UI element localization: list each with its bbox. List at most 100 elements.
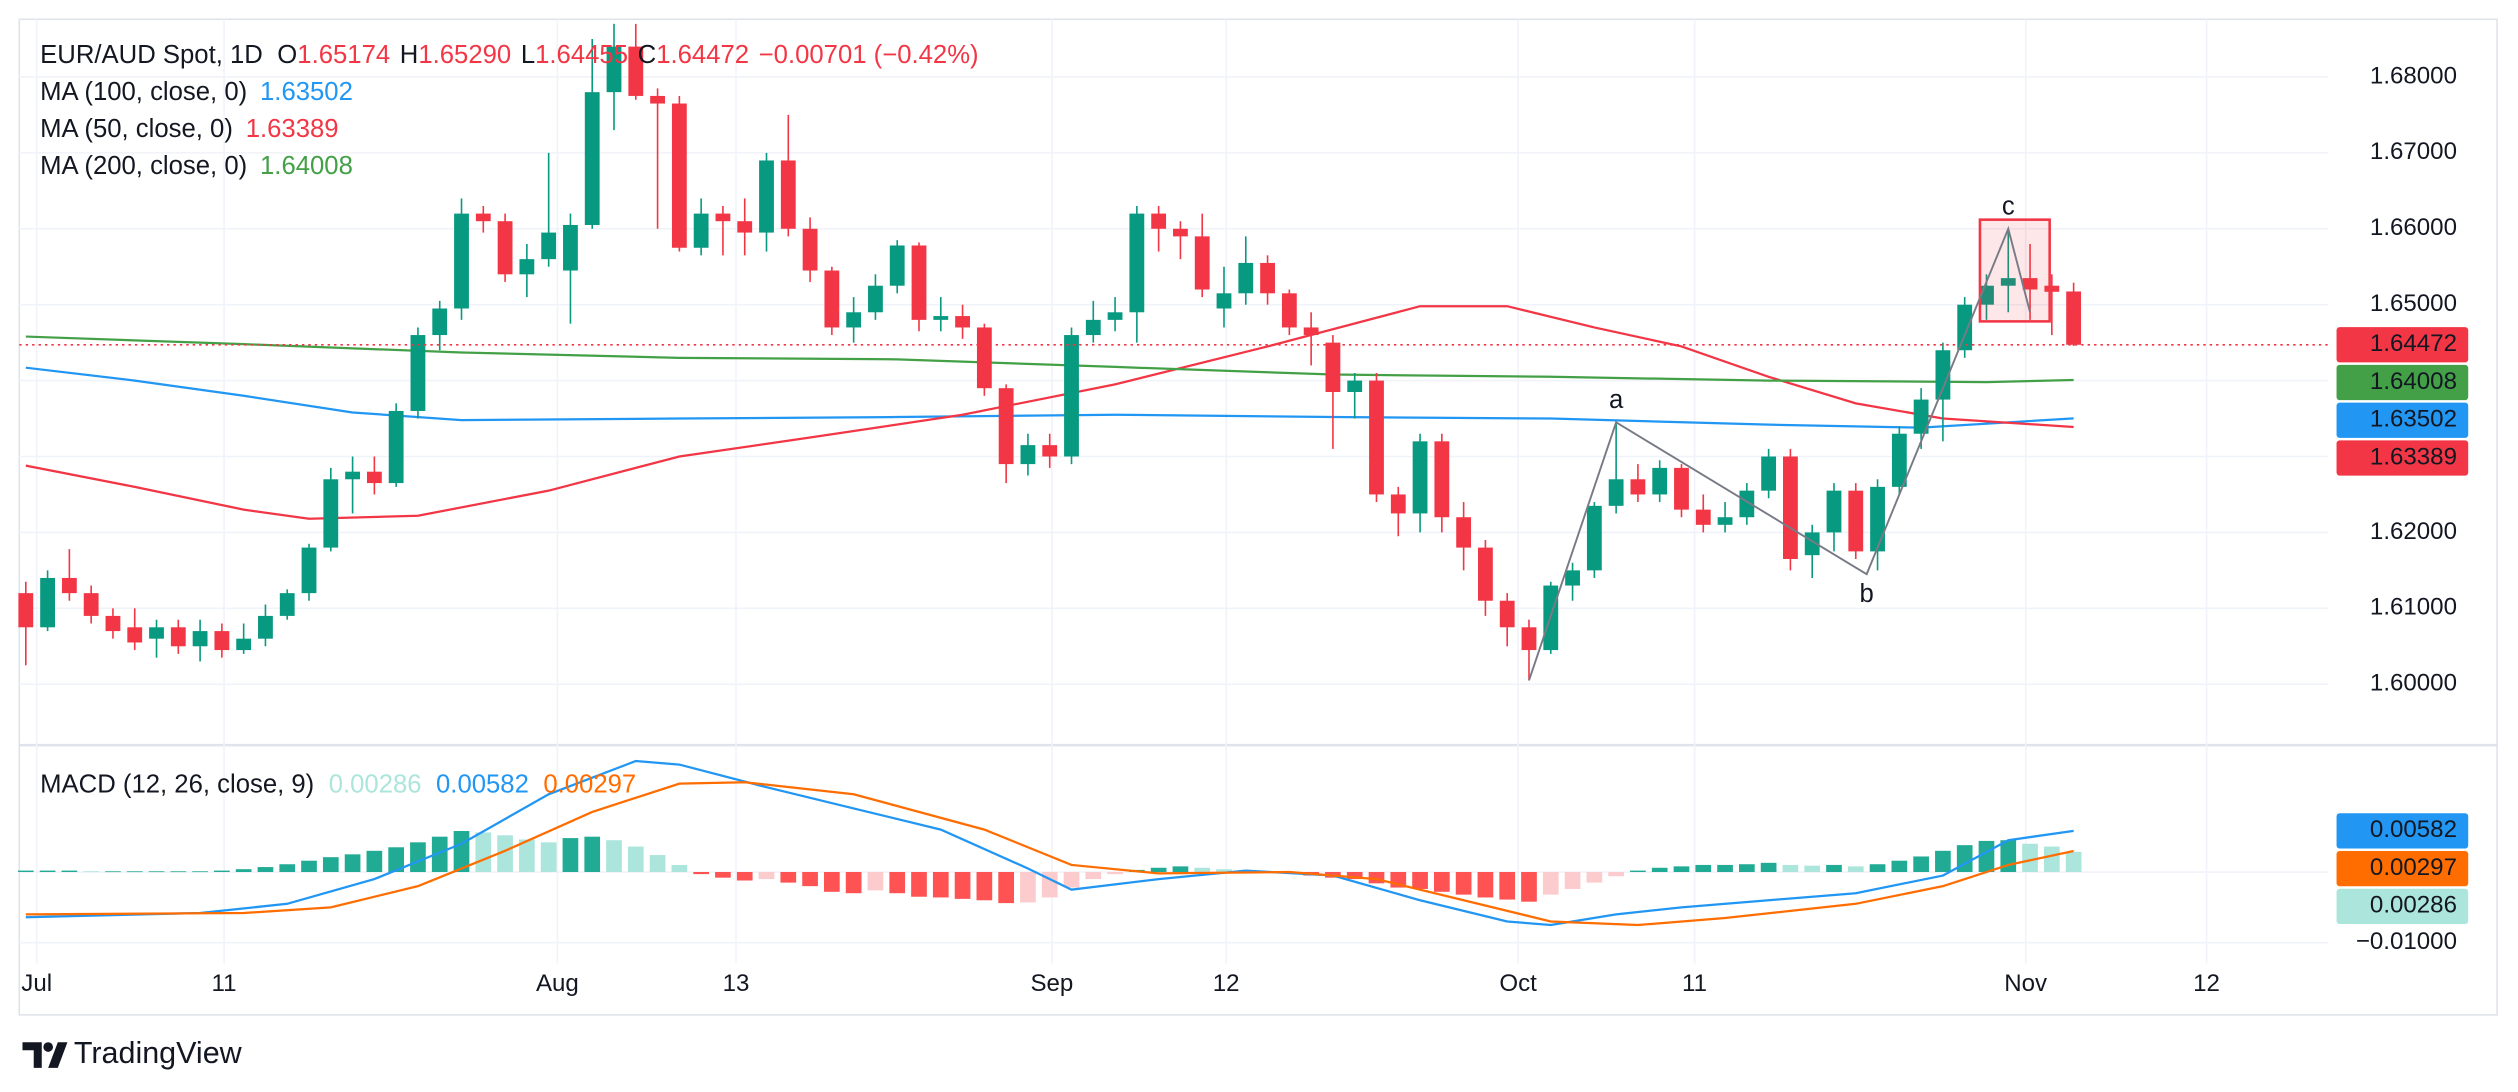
candle-body [236,638,252,651]
candle-body [1478,547,1493,601]
logo-slash [48,1042,68,1068]
candle-body [366,471,382,484]
histogram-bar [2043,846,2060,873]
histogram-bar [192,871,208,873]
macd-title: MACD (12, 26, close, 9) [40,770,314,798]
price-label-box [2336,813,2469,849]
label-layer: 1.600001.610001.620001.630001.640001.650… [21,41,2469,997]
histogram-bar [1455,872,1472,895]
histogram-bar [1869,864,1886,873]
x-tick-label: 12 [2193,970,2220,997]
x-tick-label: 12 [1213,970,1240,997]
histogram-bar [322,857,339,873]
histogram-bar [1564,872,1581,889]
ohlc-value: 1.64455 [535,41,628,69]
y-tick-label: −0.01000 [2356,928,2457,955]
histogram-bar [1150,867,1167,873]
candle-body [105,615,121,632]
legend-name: MA (200, close, 0) [40,152,247,180]
candle-body [563,224,578,271]
histogram-bar [1477,872,1494,898]
histogram-bar [344,854,361,873]
change-value: −0.00701 (−0.42%) [759,41,979,69]
candle-body [1107,312,1123,320]
candle-body [1129,213,1145,313]
candle-body [1783,456,1798,559]
histogram-bar [606,840,622,873]
candle-body [1761,456,1777,491]
x-tick-label: Aug [536,970,579,997]
candle-body [1151,213,1167,229]
histogram-bar [170,871,187,873]
candle-body [1630,479,1646,495]
histogram-bar [715,872,731,878]
candle-body [149,627,164,639]
histogram-bar [61,870,78,873]
histogram-bar [1891,860,1908,873]
histogram-bar [1107,872,1123,875]
histogram-bar [497,835,513,873]
wave-line [1528,225,2031,681]
legend-value: 1.64008 [260,152,353,180]
y-tick-label: 1.61000 [2370,594,2457,621]
ohlc-prefix: L [521,41,535,69]
x-tick-label: Jul [21,970,52,997]
legend-entry: MA (100, close, 0) 1.63502 [40,78,353,106]
histogram-bar [824,872,840,892]
candle-body [780,160,796,229]
histogram-bar [2022,843,2038,873]
candle-body [1216,293,1232,309]
histogram-bar [366,850,383,873]
ohlc-value: 1.65290 [418,41,511,69]
histogram-bar [780,872,797,883]
price-label: 0.00582 [2370,816,2457,843]
legend-entry: MA (200, close, 0) 1.64008 [40,152,353,180]
candle-body [1173,228,1188,237]
ohlc-prefix: C [638,41,657,69]
histogram-bar [1913,856,1929,873]
histogram-bar [475,832,492,873]
candle-body [1260,262,1275,294]
price-label-box [2336,327,2469,363]
histogram-bar [584,836,601,873]
histogram-bar [845,872,862,894]
histogram-bar [889,872,906,894]
histogram-bar [301,860,317,873]
histogram-bar [388,847,404,873]
histogram-bar [1499,872,1516,900]
candle-body [388,410,404,484]
candle-body [1826,490,1842,533]
price-label: 1.64472 [2370,330,2457,357]
ohlc-value: 1.65174 [297,41,390,69]
histogram-bar [1738,864,1755,873]
candle-body [1586,505,1602,571]
candle-body [737,221,753,233]
histogram-bar [693,872,709,875]
logo-dot [43,1042,53,1052]
candle-body [1238,262,1254,294]
candle-body [606,46,622,93]
mark-layer [17,23,2329,927]
histogram-bar [1346,872,1363,880]
price-label: 1.63502 [2370,406,2457,433]
candle-body [933,316,949,320]
histogram-bar [431,836,448,873]
legend-entry: MA (50, close, 0) 1.63389 [40,115,338,143]
histogram-bar [867,872,884,891]
histogram-bar [1935,850,1951,873]
candle-body [1412,441,1428,514]
candle-body [1194,236,1210,290]
histogram-bar [2065,851,2082,873]
candle-body [541,232,557,260]
candle-body [1085,319,1101,336]
candle-body [192,631,208,647]
candle-body [454,213,469,309]
candle-body [18,593,34,628]
histogram-bar [1216,869,1232,873]
price-label-box [2336,850,2469,887]
candle-body [410,335,426,411]
x-tick-label: Sep [1030,970,1073,997]
candle-body [715,213,731,222]
x-tick-label: Oct [1499,970,1537,997]
candle-body [1652,467,1668,495]
